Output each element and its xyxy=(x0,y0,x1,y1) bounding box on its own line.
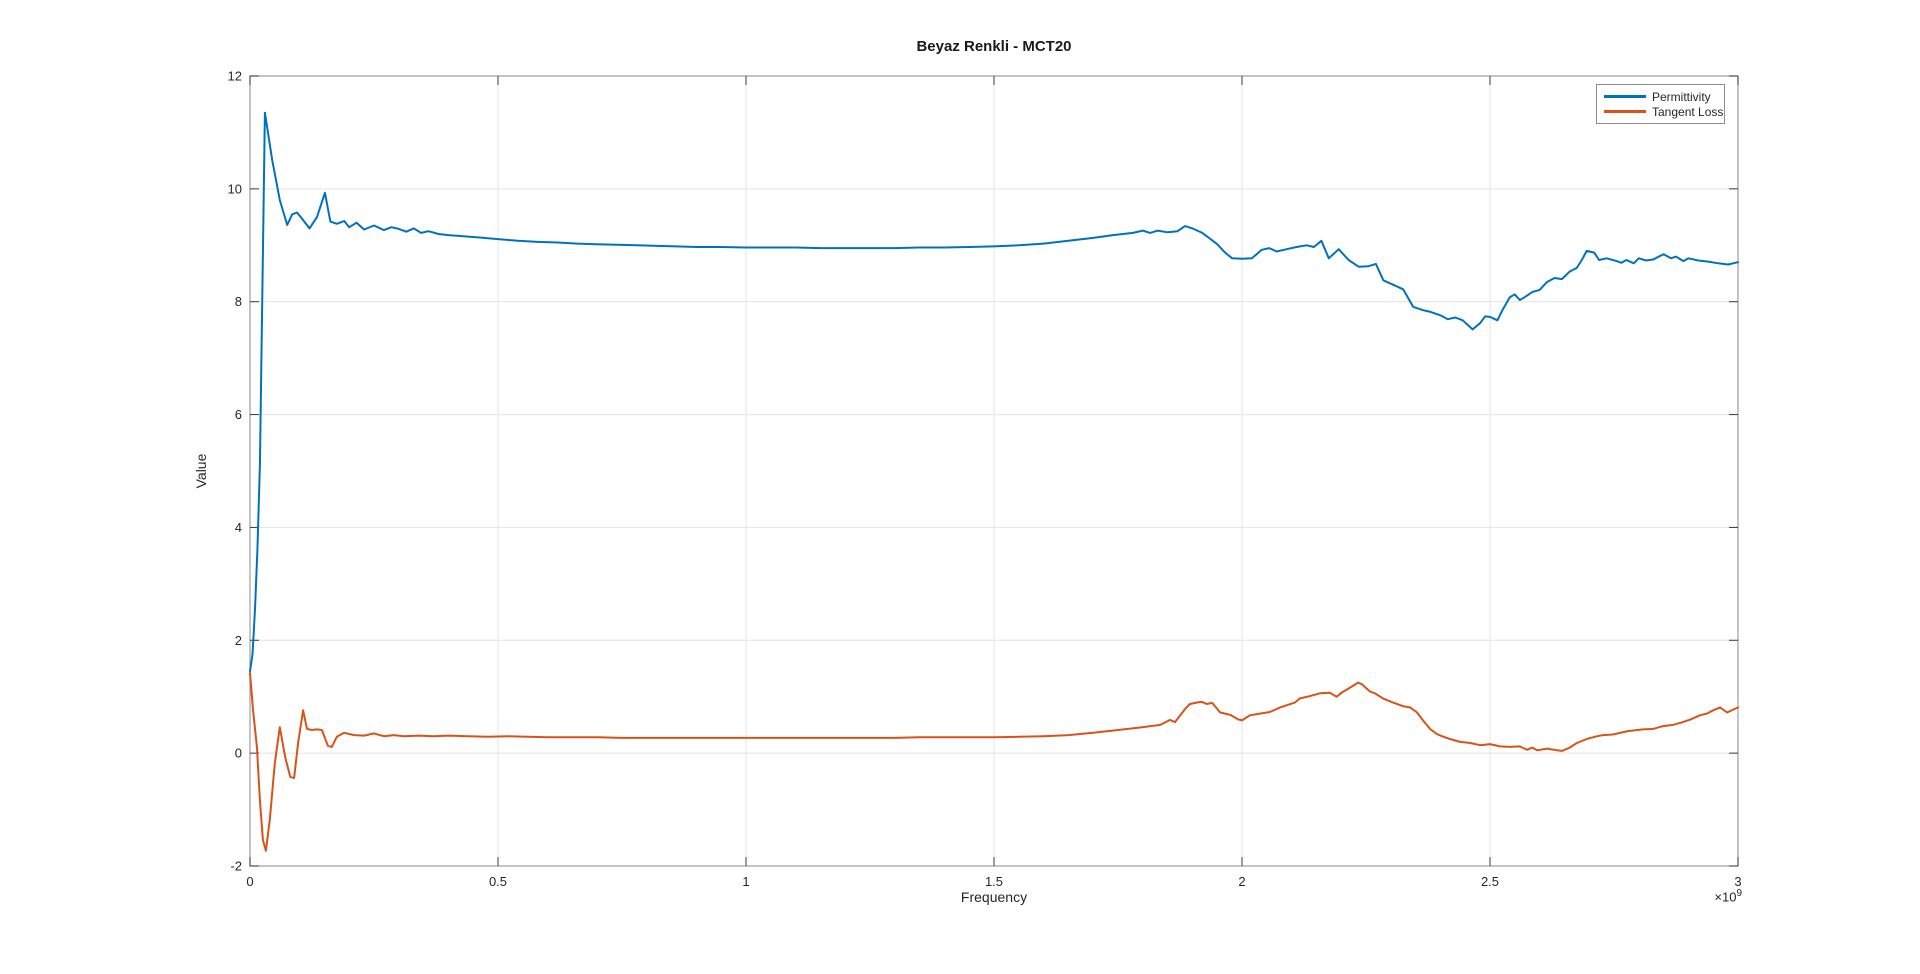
y-tick-label: 10 xyxy=(228,181,242,196)
x-axis-multiplier-exponent: 9 xyxy=(1736,888,1742,899)
y-axis-label: Value xyxy=(193,453,209,489)
x-tick-label: 1.5 xyxy=(985,874,1003,889)
y-tick-label: 4 xyxy=(235,520,242,535)
x-tick-label: 2 xyxy=(1238,874,1245,889)
y-tick-label: 2 xyxy=(235,633,242,648)
legend-item-tangent-loss: Tangent Loss xyxy=(1604,104,1723,119)
series-line-permittivity xyxy=(249,111,1739,673)
x-axis-multiplier-base: ×10 xyxy=(1714,889,1737,905)
legend-line-sample-permittivity xyxy=(1604,95,1646,98)
y-tick-label: 0 xyxy=(235,746,242,761)
legend-box: Permittivity Tangent Loss xyxy=(1596,84,1725,124)
x-tick-label: 2.5 xyxy=(1481,874,1499,889)
legend-label-permittivity: Permittivity xyxy=(1652,89,1711,104)
x-tick-label: 0.5 xyxy=(489,874,507,889)
x-tick-label: 0 xyxy=(246,874,253,889)
legend-item-permittivity: Permittivity xyxy=(1604,89,1719,104)
y-tick-label: -2 xyxy=(230,859,242,874)
chart-title: Beyaz Renkli - MCT20 xyxy=(916,38,1072,55)
x-tick-label: 3 xyxy=(1734,874,1741,889)
y-tick-label: 6 xyxy=(235,407,242,422)
x-axis-label: Frequency xyxy=(960,889,1028,905)
y-tick-label: 12 xyxy=(228,69,242,84)
y-tick-label: 8 xyxy=(235,294,242,309)
series-line-tangent-loss xyxy=(249,672,1739,852)
legend-line-sample-tangent-loss xyxy=(1604,110,1646,113)
legend-label-tangent-loss: Tangent Loss xyxy=(1652,104,1724,119)
x-axis-multiplier: ×109 xyxy=(1640,888,1742,904)
x-tick-label: 1 xyxy=(742,874,749,889)
